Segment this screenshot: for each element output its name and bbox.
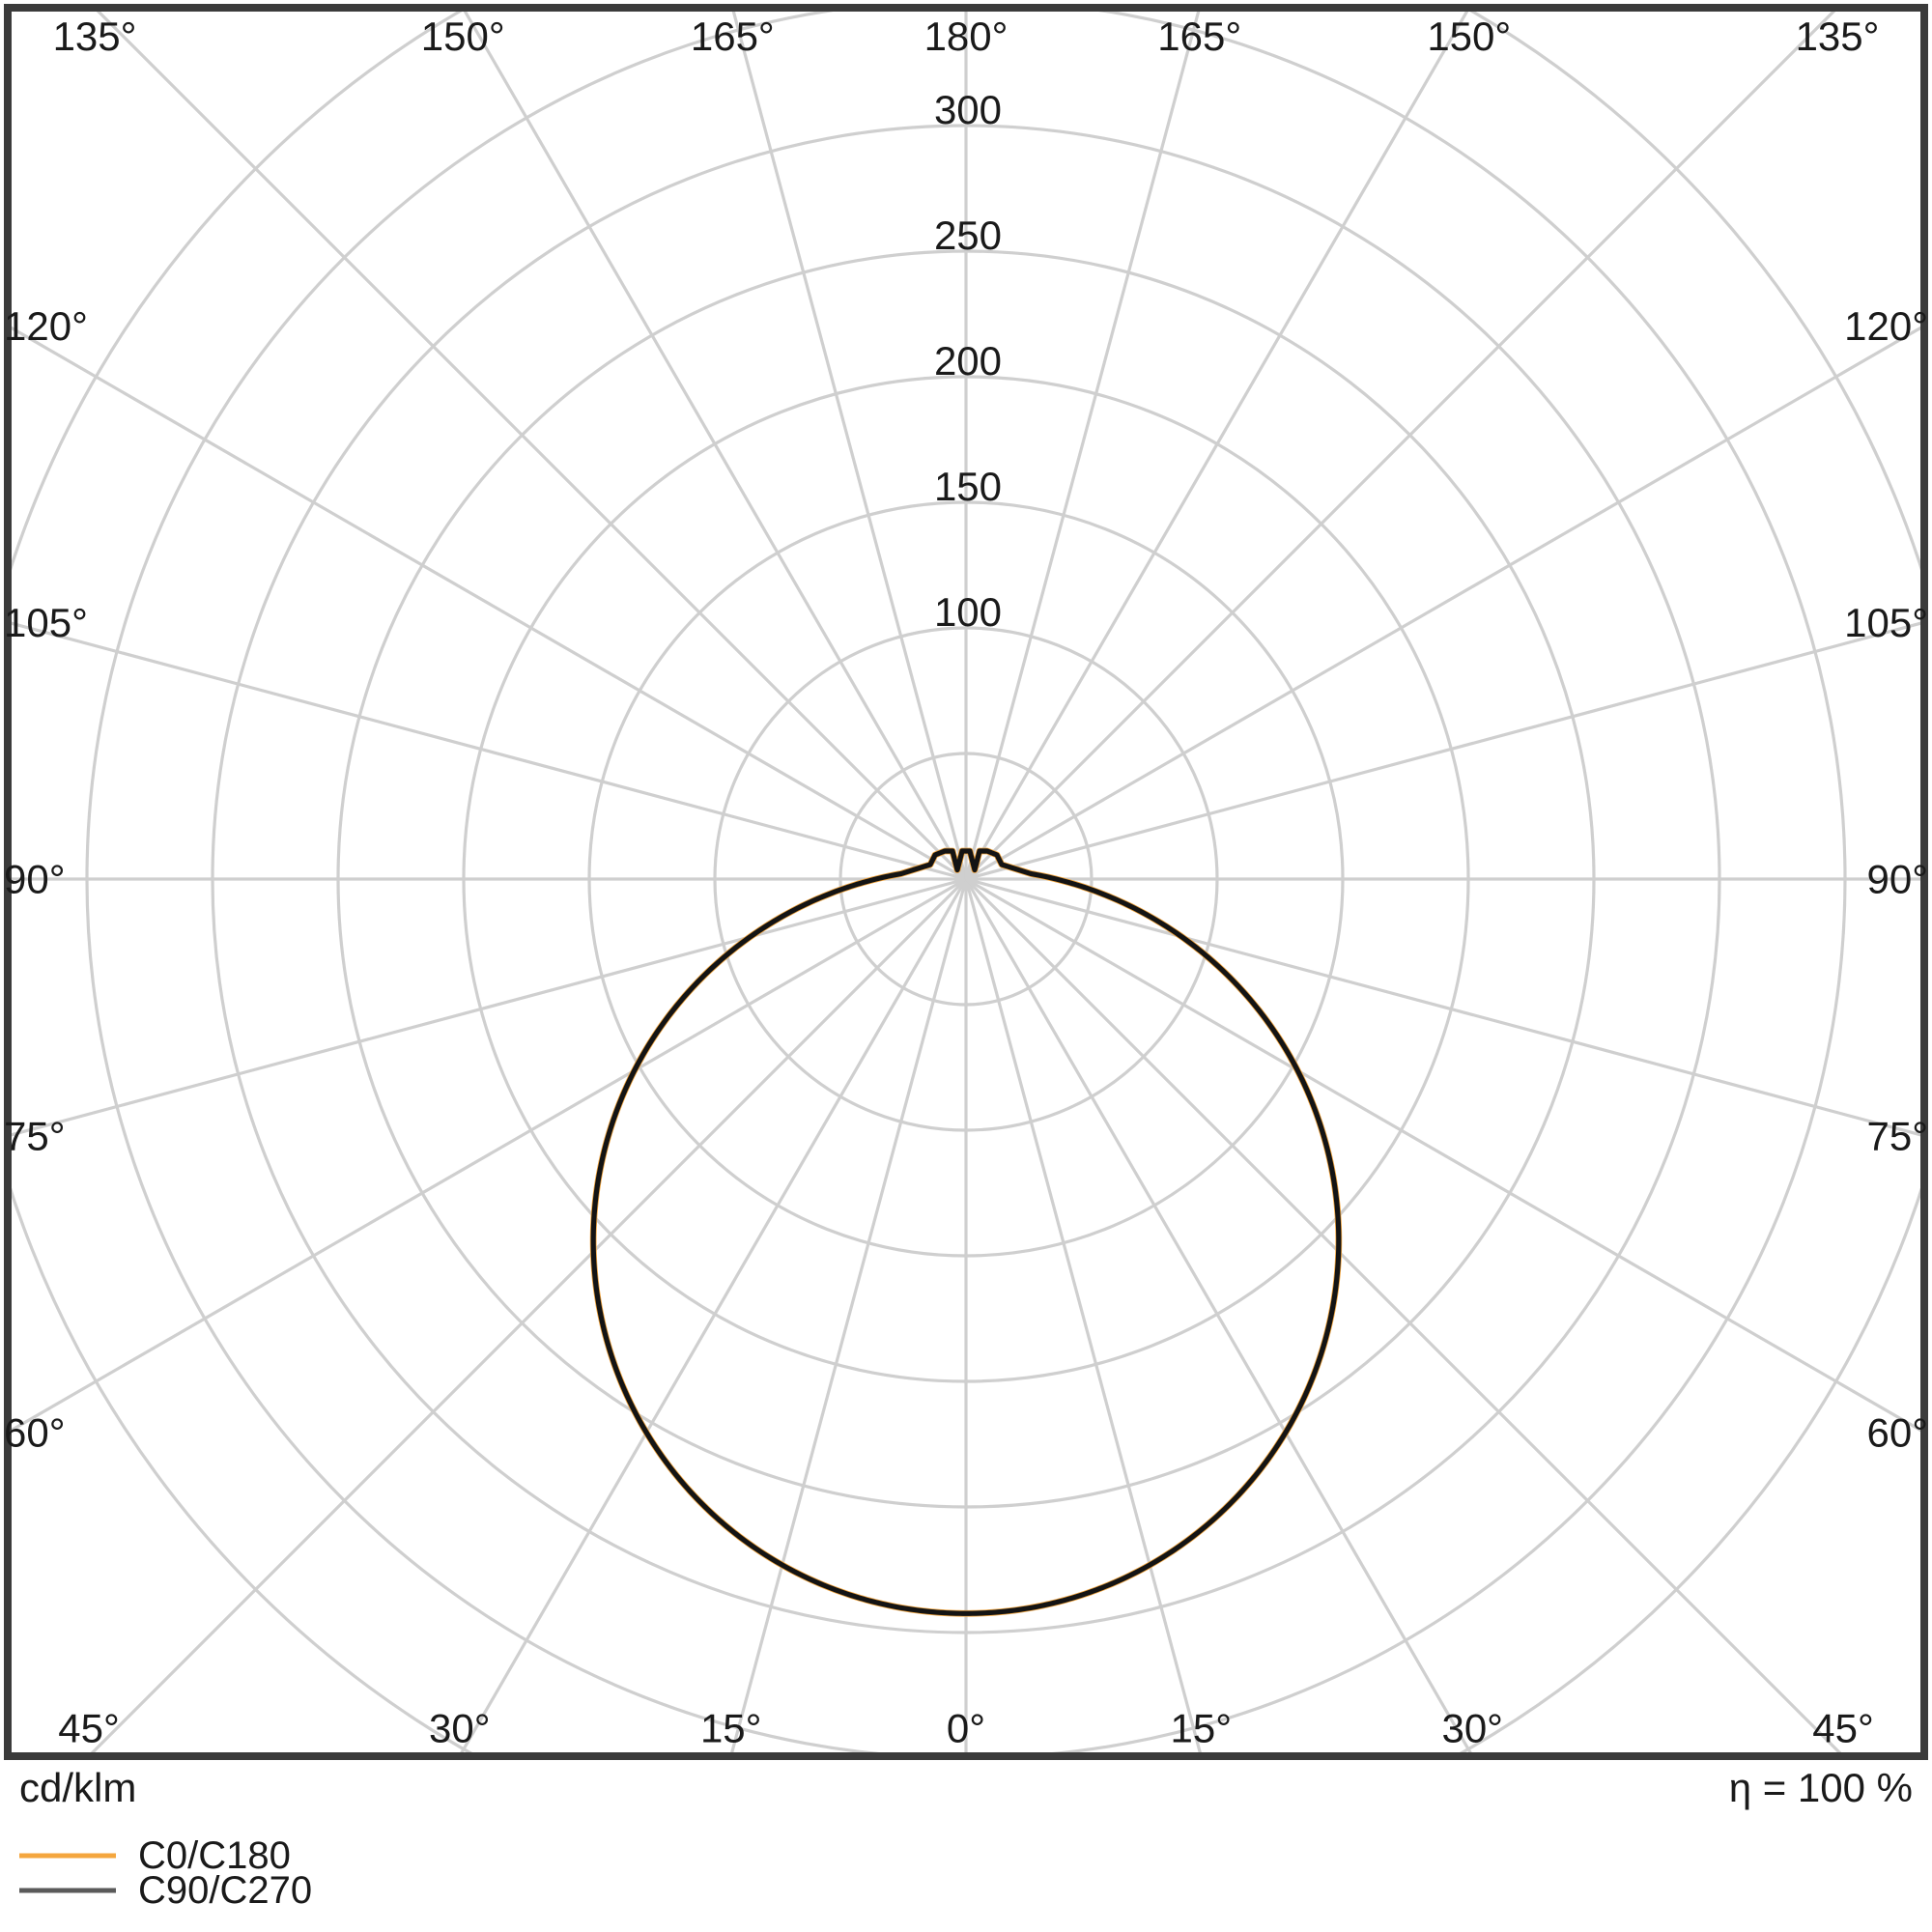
- svg-text:165°: 165°: [691, 14, 775, 59]
- svg-text:120°: 120°: [4, 303, 88, 349]
- svg-text:90°: 90°: [1866, 857, 1928, 902]
- svg-text:135°: 135°: [1796, 14, 1880, 59]
- svg-text:60°: 60°: [4, 1409, 66, 1455]
- svg-text:75°: 75°: [4, 1114, 66, 1159]
- svg-text:100: 100: [934, 589, 1002, 635]
- svg-text:30°: 30°: [429, 1705, 491, 1750]
- svg-text:180°: 180°: [924, 14, 1009, 59]
- svg-text:C90/C270: C90/C270: [138, 1869, 312, 1912]
- svg-text:15°: 15°: [1171, 1705, 1233, 1750]
- svg-text:200: 200: [934, 338, 1002, 384]
- svg-text:150°: 150°: [1427, 14, 1511, 59]
- svg-text:105°: 105°: [4, 600, 88, 645]
- svg-text:60°: 60°: [1866, 1409, 1928, 1455]
- svg-text:150: 150: [934, 464, 1002, 509]
- svg-text:30°: 30°: [1441, 1705, 1503, 1750]
- svg-text:75°: 75°: [1866, 1114, 1928, 1159]
- svg-text:150°: 150°: [421, 14, 505, 59]
- svg-text:45°: 45°: [1812, 1705, 1874, 1750]
- svg-text:15°: 15°: [700, 1705, 762, 1750]
- svg-text:η = 100 %: η = 100 %: [1729, 1765, 1913, 1810]
- svg-text:90°: 90°: [4, 857, 66, 902]
- svg-text:300: 300: [934, 87, 1002, 132]
- svg-text:cd/klm: cd/klm: [19, 1765, 136, 1810]
- svg-text:45°: 45°: [58, 1705, 120, 1750]
- svg-text:250: 250: [934, 213, 1002, 258]
- svg-text:135°: 135°: [53, 14, 137, 59]
- svg-text:105°: 105°: [1844, 600, 1928, 645]
- svg-text:165°: 165°: [1157, 14, 1241, 59]
- svg-text:0°: 0°: [947, 1705, 985, 1750]
- svg-text:120°: 120°: [1844, 303, 1928, 349]
